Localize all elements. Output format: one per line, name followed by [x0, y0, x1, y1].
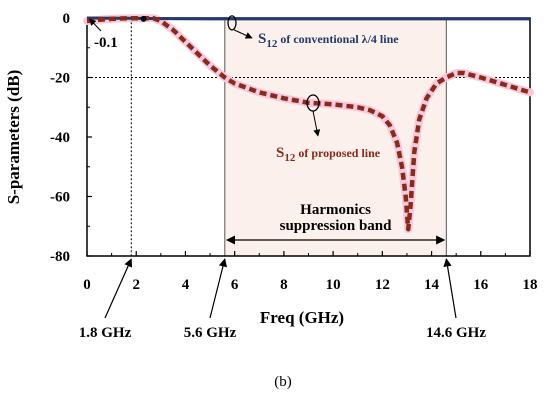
- x-tick-label: 18: [523, 277, 538, 293]
- x-tick-label: 16: [473, 277, 489, 293]
- frequency-markers: 1.8 GHz 5.6 GHz 14.6 GHz: [79, 258, 486, 341]
- x-axis-label: Freq (GHz): [260, 308, 344, 327]
- conventional-label-leader: [233, 29, 253, 39]
- proposed-label-leader: [312, 110, 321, 137]
- x-tick-label: 0: [83, 277, 91, 293]
- conventional-series-line: [86, 16, 530, 21]
- freq-marker-arrow: [443, 258, 457, 319]
- freq-marker-arrow: [104, 258, 133, 319]
- proposed-label-prefix: S: [276, 145, 284, 161]
- x-tick-label: 10: [326, 277, 341, 293]
- series-layer: [83, 14, 534, 234]
- x-tick-label: 12: [375, 277, 390, 293]
- proposed-label-text: of proposed line: [295, 146, 380, 160]
- conventional-label-prefix: S: [258, 31, 266, 47]
- y-tick-label: -80: [50, 249, 70, 265]
- y-tick-label: -40: [50, 130, 70, 146]
- proposed-series-label: S12 of proposed line: [276, 145, 381, 164]
- y-tick-label: -20: [50, 71, 70, 87]
- band-label-line1: Harmonics: [300, 202, 371, 218]
- conventional-label-text: of conventional λ/4 line: [277, 32, 399, 46]
- axis-ticks: 0 2 4 6 8 10 12 14 16 18 0 -20 -40 -60 -80: [50, 11, 538, 293]
- annotation-minus-0-1: -0.1: [94, 35, 118, 51]
- band-label-line2: suppression band: [280, 218, 393, 234]
- conventional-label-sub: 12: [266, 38, 278, 50]
- x-tick-label: 8: [280, 277, 288, 293]
- y-tick-label: -60: [50, 190, 70, 206]
- annotation-minus-0-1-arrow: [88, 18, 102, 32]
- figure-caption: (b): [274, 374, 292, 390]
- y-tick-label: 0: [63, 11, 71, 27]
- conventional-series-label: S12 of conventional λ/4 line: [258, 31, 399, 50]
- x-tick-label: 2: [132, 277, 140, 293]
- annotation-minus-0-1-dot: [140, 15, 147, 22]
- x-tick-label: 14: [424, 277, 440, 293]
- x-tick-label: 6: [231, 277, 239, 293]
- proposed-label-sub: 12: [284, 152, 296, 164]
- freq-marker-label: 1.8 GHz: [79, 325, 132, 341]
- freq-marker-label: 14.6 GHz: [426, 325, 486, 341]
- freq-marker-arrow: [209, 258, 228, 319]
- proposed-series-line: [86, 16, 531, 232]
- freq-marker-label: 5.6 GHz: [184, 325, 237, 341]
- x-tick-label: 4: [182, 277, 190, 293]
- y-axis-label: S-parameters (dB): [4, 70, 23, 205]
- conventional-curve-marker: [227, 15, 237, 31]
